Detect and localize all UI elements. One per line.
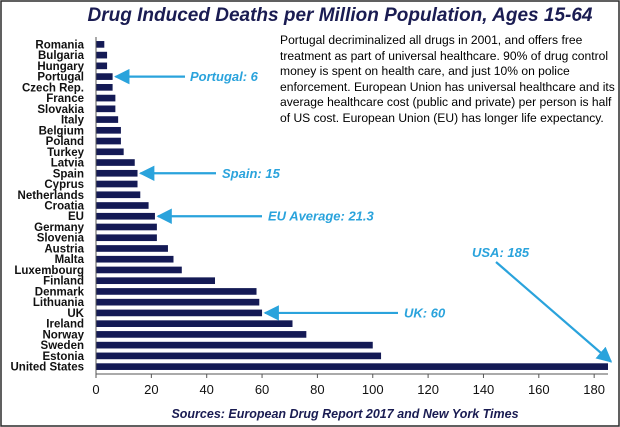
x-tick-label: 20 <box>144 382 158 397</box>
bar-netherlands <box>96 191 141 199</box>
category-label: Finland <box>43 276 84 288</box>
category-label: Croatia <box>44 201 84 213</box>
category-label: Malta <box>55 254 85 266</box>
bar-poland <box>96 137 121 145</box>
bar-finland <box>96 277 216 285</box>
annotation-arrow <box>495 261 613 363</box>
bar-bulgaria <box>96 51 108 59</box>
category-label: UK <box>67 308 84 320</box>
bar-latvia <box>96 159 135 166</box>
bar-portugal <box>96 73 113 80</box>
category-label: Austria <box>44 243 84 255</box>
category-label: Ireland <box>46 319 84 331</box>
category-label: Cyprus <box>44 179 84 191</box>
category-label: France <box>46 93 84 105</box>
category-label: EU <box>68 211 84 223</box>
bars-group <box>96 41 608 370</box>
category-label: Latvia <box>51 158 85 170</box>
category-label: Germany <box>34 222 84 234</box>
bar-germany <box>96 223 157 231</box>
category-label: Slovenia <box>37 233 85 245</box>
category-label: Poland <box>46 136 84 148</box>
category-label: Belgium <box>39 125 84 137</box>
bar-estonia <box>96 352 382 360</box>
category-label: Portugal <box>37 72 84 84</box>
bar-luxembourg <box>96 266 182 274</box>
x-tick-label: 100 <box>362 382 384 397</box>
bar-uk <box>96 309 263 317</box>
bar-united-states <box>96 363 608 370</box>
note-paragraph: Portugal decriminalized all drugs in 200… <box>280 33 615 125</box>
explanatory-note: Portugal decriminalized all drugs in 200… <box>280 33 616 126</box>
x-tick-label: 80 <box>310 382 324 397</box>
bar-denmark <box>96 288 257 295</box>
bar-turkey <box>96 148 124 156</box>
x-axis: 0 20 40 60 80 100 120 140 160 180 <box>92 37 608 397</box>
annotation-label: Spain: 15 <box>222 166 281 181</box>
bar-spain <box>96 169 138 177</box>
category-label: Turkey <box>47 147 84 159</box>
annotations: Portugal: 6 Spain: 15 EU Average: 21.3 UK: … <box>114 68 613 363</box>
bar-croatia <box>96 202 149 209</box>
bar-slovakia <box>96 105 116 113</box>
bar-lithuania <box>96 298 260 306</box>
x-tick-label: 0 <box>92 382 99 397</box>
x-tick-label: 160 <box>528 382 550 397</box>
category-label: Lithuania <box>33 297 85 309</box>
annotation-label: Portugal: 6 <box>190 69 259 84</box>
category-label: Netherlands <box>18 190 84 202</box>
bar-france <box>96 94 116 102</box>
bar-belgium <box>96 126 121 134</box>
annotation-label: EU Average: 21.3 <box>268 209 375 224</box>
category-label: Hungary <box>37 61 84 73</box>
bar-eu <box>96 212 155 220</box>
category-label: Luxembourg <box>14 265 84 277</box>
x-tick-label: 60 <box>255 382 269 397</box>
annotation-label: USA: 185 <box>472 245 530 260</box>
category-label: Slovakia <box>37 104 84 116</box>
category-label: Czech Rep. <box>22 82 84 94</box>
category-label: Sweden <box>41 340 84 352</box>
category-label: Bulgaria <box>38 50 85 62</box>
category-label: Italy <box>61 115 85 127</box>
chart-source: Sources: European Drug Report 2017 and N… <box>171 407 518 421</box>
category-label: United States <box>11 362 85 374</box>
bar-norway <box>96 331 307 338</box>
category-label: Romania <box>35 39 84 51</box>
category-label: Spain <box>53 168 84 180</box>
bar-ireland <box>96 320 293 327</box>
annotation-label: UK: 60 <box>404 305 446 320</box>
bar-romania <box>96 41 105 48</box>
bar-sweden <box>96 341 373 349</box>
chart-title: Drug Induced Deaths per Million Populati… <box>88 5 593 26</box>
category-label: Denmark <box>35 286 85 298</box>
category-label: Norway <box>42 329 84 341</box>
bar-cyprus <box>96 180 138 188</box>
bar-hungary <box>96 62 108 70</box>
x-tick-label: 180 <box>583 382 605 397</box>
bar-italy <box>96 116 119 123</box>
x-tick-label: 140 <box>473 382 495 397</box>
bar-slovenia <box>96 234 157 242</box>
bar-malta <box>96 255 174 263</box>
bar-czech-rep <box>96 84 113 91</box>
x-tick-label: 120 <box>417 382 439 397</box>
category-label: Estonia <box>42 351 84 363</box>
bar-austria <box>96 245 168 252</box>
x-tick-label: 40 <box>199 382 213 397</box>
